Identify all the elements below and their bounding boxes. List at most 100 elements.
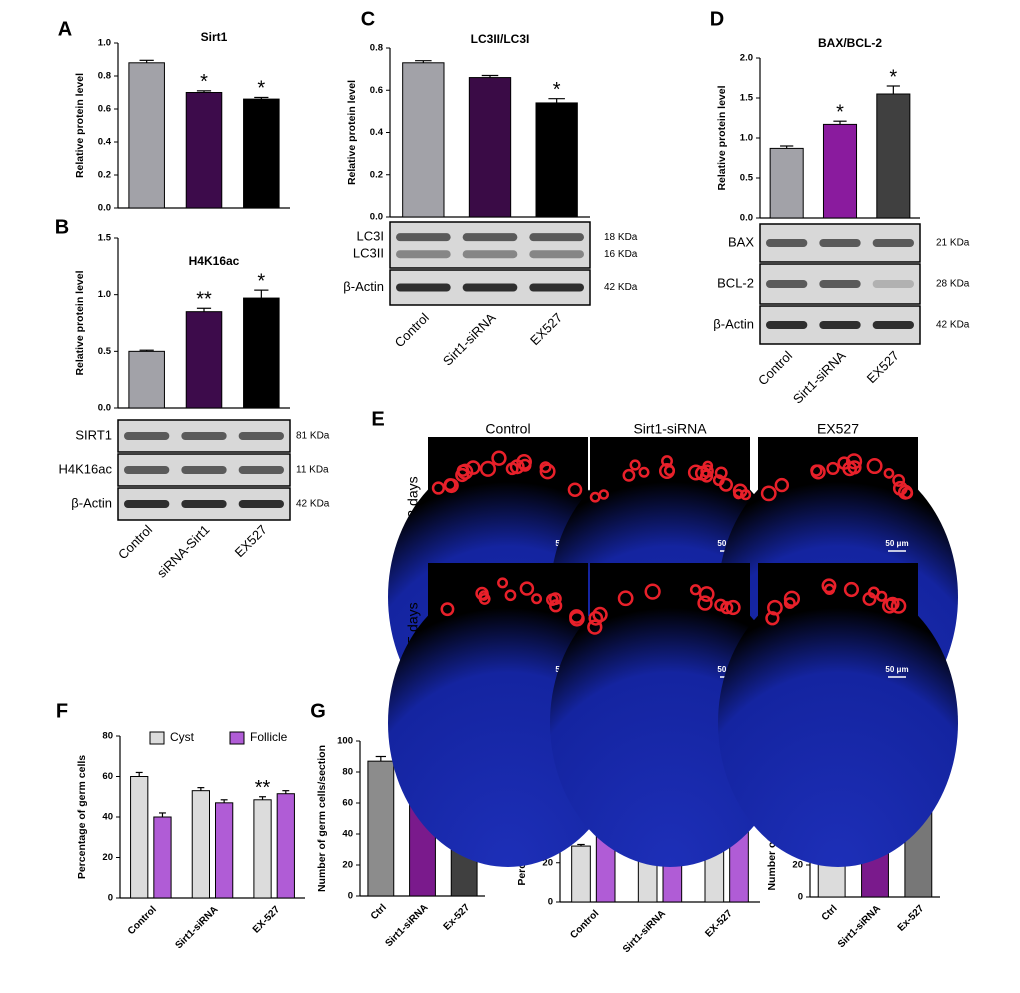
y-tick-label: 1.5 — [740, 93, 754, 104]
panel-letter: E — [371, 408, 384, 430]
blot-size-label: 21 KDa — [936, 238, 970, 249]
germ-cell — [866, 458, 883, 475]
panel-letter: C — [361, 8, 375, 30]
bar — [468, 77, 512, 218]
blot-band — [529, 250, 584, 259]
blot-band — [819, 239, 861, 247]
y-tick-label: 0 — [798, 892, 803, 903]
blot-row-label: BCL-2 — [717, 275, 754, 290]
germ-cell — [714, 598, 728, 612]
blot-size-label: 16 KDa — [604, 249, 638, 260]
bar — [822, 123, 858, 219]
germ-cell — [497, 577, 509, 589]
y-axis-label: Percentage of germ cells — [76, 755, 88, 879]
germ-cell — [431, 481, 446, 495]
blot-band — [238, 432, 284, 440]
blot-size-label: 81 KDa — [296, 431, 330, 442]
germ-cell — [663, 464, 676, 477]
germ-cell — [455, 467, 470, 483]
blot-band — [766, 321, 808, 329]
germ-cell — [826, 461, 840, 476]
germ-cell — [622, 468, 636, 482]
bar — [243, 98, 280, 209]
y-tick-label: 0.2 — [98, 170, 111, 181]
blot-band — [181, 466, 227, 474]
blot-frame — [389, 221, 591, 269]
y-tick-label: 60 — [342, 798, 353, 809]
germ-cell — [714, 466, 728, 480]
blot-band — [819, 280, 861, 288]
bar — [130, 776, 149, 899]
blot-band — [124, 466, 170, 474]
germ-cell — [767, 599, 783, 616]
germ-cell — [783, 597, 796, 609]
blot-size-label: 18 KDa — [604, 232, 638, 243]
bar — [769, 147, 804, 219]
significance-label: * — [257, 78, 265, 100]
chart-title: Sirt1 — [201, 30, 228, 44]
panel-letter: B — [55, 216, 69, 238]
blot-size-label: 42 KDa — [936, 320, 970, 331]
germ-cell — [588, 611, 604, 626]
germ-cell — [702, 460, 714, 472]
panel-letter: D — [710, 8, 724, 30]
y-tick-label: 0.8 — [98, 71, 111, 82]
germ-cell — [440, 602, 455, 617]
blot-band — [872, 239, 914, 247]
germ-cell — [810, 464, 826, 480]
blot-row-label: β-Actin — [713, 316, 754, 331]
germ-cell — [883, 467, 895, 479]
germ-cell — [516, 454, 532, 470]
tissue — [550, 579, 790, 867]
tissue — [718, 579, 958, 867]
bar — [276, 793, 295, 899]
y-tick-label: 2.0 — [740, 53, 753, 64]
significance-label: * — [200, 71, 208, 93]
germ-cell — [890, 598, 907, 614]
bar — [243, 297, 280, 409]
germ-cell — [876, 590, 888, 602]
y-tick-label: 20 — [542, 857, 553, 868]
germ-cell — [546, 593, 559, 607]
germ-cell — [567, 482, 583, 498]
blot-size-label: 28 KDa — [936, 279, 970, 290]
germ-cell — [774, 477, 790, 493]
germ-cell — [698, 586, 715, 602]
germ-cell — [842, 461, 858, 477]
column-header: EX527 — [817, 421, 859, 437]
blot-row-label: LC3I — [357, 229, 384, 244]
chart-title: LC3II/LC3I — [471, 32, 530, 46]
blot-band — [819, 321, 861, 329]
germ-cell — [539, 463, 556, 480]
bar — [215, 802, 234, 899]
germ-cell — [720, 601, 734, 615]
germ-cell — [638, 466, 650, 478]
y-tick-label: 0.5 — [740, 173, 754, 184]
blot-row-label: LC3II — [353, 246, 384, 261]
germ-cell — [505, 462, 519, 476]
y-tick-label: 60 — [102, 771, 113, 782]
bar — [402, 62, 445, 218]
blot-band — [766, 280, 808, 288]
y-tick-label: 0.6 — [98, 104, 111, 115]
germ-cell — [569, 610, 585, 627]
significance-label: * — [553, 79, 561, 101]
y-tick-label: 0.8 — [370, 43, 383, 54]
germ-cell — [629, 459, 641, 471]
blot-band — [124, 500, 170, 508]
significance-label: * — [257, 270, 265, 292]
blot-band — [872, 321, 914, 329]
blot-band — [529, 283, 584, 292]
germ-cell — [821, 578, 837, 594]
panel-letter: A — [58, 18, 72, 40]
column-header: Control — [485, 421, 530, 437]
y-tick-label: 0.0 — [98, 203, 111, 214]
bar — [876, 93, 911, 219]
y-axis-label: Relative protein level — [74, 270, 86, 375]
bar — [128, 62, 165, 209]
blot-row-label: β-Actin — [343, 279, 384, 294]
germ-cell — [518, 458, 532, 472]
y-tick-label: 0.5 — [98, 346, 112, 357]
y-tick-label: 0 — [348, 891, 353, 902]
